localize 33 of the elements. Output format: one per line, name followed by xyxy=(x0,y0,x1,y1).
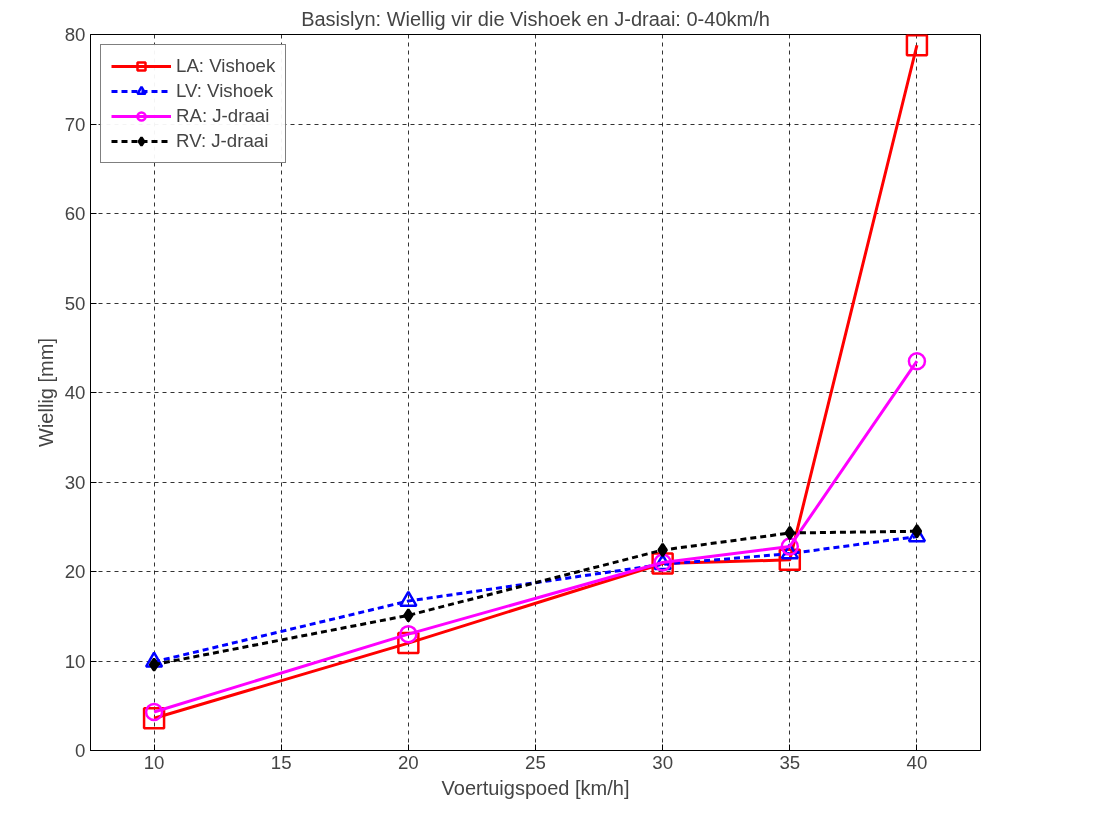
legend-label: RA: J-draai xyxy=(176,105,270,127)
point xyxy=(148,657,160,672)
chart-title: Basislyn: Wiellig vir die Vishoek en J-draai: 0-40km/h xyxy=(301,7,770,30)
point xyxy=(403,608,414,623)
point xyxy=(144,702,164,722)
x-tick-label: 20 xyxy=(397,751,419,773)
x-tick-label: 15 xyxy=(270,751,292,773)
y-tick-label: 20 xyxy=(64,561,86,582)
y-tick-label: 0 xyxy=(75,740,86,761)
x-tick-label: 30 xyxy=(652,751,674,773)
point xyxy=(784,525,796,541)
point xyxy=(907,351,927,371)
legend-label: LA: Vishoek xyxy=(176,55,276,77)
y-tick-label: 30 xyxy=(64,471,86,493)
y-tick-label: 10 xyxy=(64,650,86,672)
point xyxy=(399,624,418,644)
y-tick-label: 50 xyxy=(64,292,86,314)
legend-label: RV: J-draai xyxy=(176,130,269,152)
x-axis-title: Voertuigspoed [km/h] xyxy=(441,776,630,799)
point xyxy=(142,707,166,730)
point xyxy=(780,537,800,556)
point xyxy=(911,523,923,539)
y-tick-label: 80 xyxy=(64,24,86,45)
x-tick-label: 35 xyxy=(779,751,801,773)
x-tick-label: 40 xyxy=(906,751,928,773)
legend-label: LV: Vishoek xyxy=(176,80,274,102)
y-tick-label: 70 xyxy=(64,113,86,135)
y-tick-label: 60 xyxy=(64,203,86,224)
y-axis-title: Wiellig [mm] xyxy=(34,338,57,447)
y-tick-label: 40 xyxy=(64,382,86,403)
point xyxy=(905,34,929,57)
x-tick-label: 10 xyxy=(143,751,165,773)
x-tick-label: 25 xyxy=(525,751,546,773)
